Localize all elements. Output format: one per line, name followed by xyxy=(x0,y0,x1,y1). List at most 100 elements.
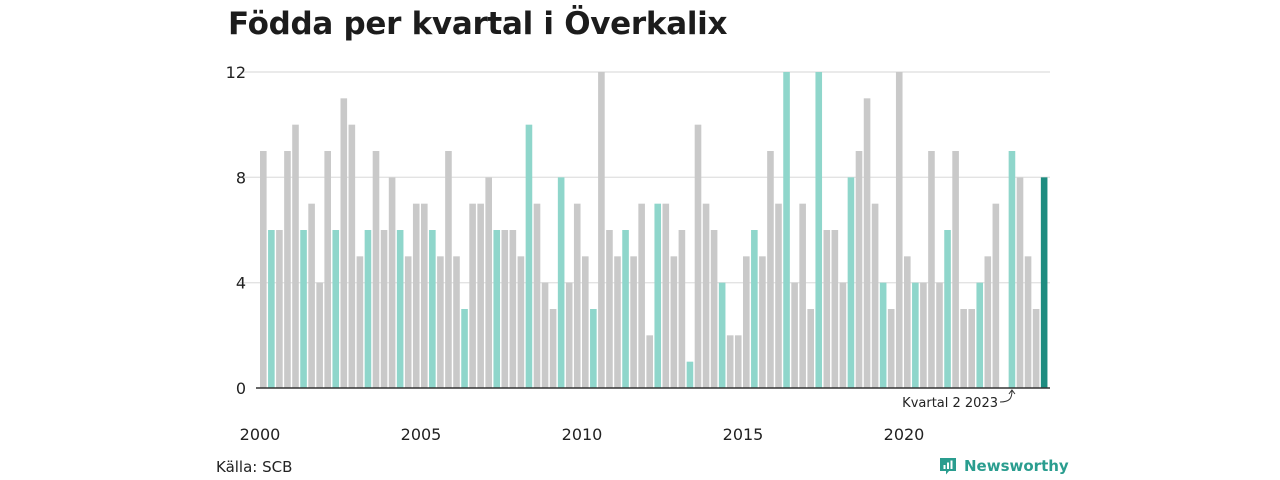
bar xyxy=(380,230,388,388)
bar xyxy=(686,361,694,388)
x-axis-ticks: 2000 2005 2010 2015 2020 xyxy=(240,425,925,444)
bar xyxy=(412,203,420,388)
bar xyxy=(485,177,492,388)
y-tick-label: 12 xyxy=(226,63,246,82)
bar xyxy=(300,230,307,388)
bar xyxy=(743,256,750,388)
bar xyxy=(372,151,380,388)
bar xyxy=(517,256,525,388)
bar xyxy=(831,230,839,388)
bar xyxy=(726,335,734,388)
bar xyxy=(904,256,911,388)
bar xyxy=(783,72,790,388)
bar xyxy=(260,151,267,388)
brand-name: Newsworthy xyxy=(964,457,1069,475)
bar xyxy=(565,282,573,388)
bars xyxy=(260,72,1048,389)
bar xyxy=(952,151,959,388)
bar xyxy=(976,282,984,388)
bar xyxy=(324,151,331,388)
bar xyxy=(670,256,678,388)
newsworthy-icon xyxy=(940,458,956,475)
bar xyxy=(775,203,782,388)
bar xyxy=(461,309,468,388)
bar xyxy=(1040,177,1048,388)
bar xyxy=(863,98,871,388)
bar xyxy=(662,203,670,388)
bar xyxy=(646,335,653,388)
bar xyxy=(1032,309,1040,388)
bar xyxy=(767,151,774,388)
bar xyxy=(541,282,549,388)
y-tick-label: 4 xyxy=(236,274,246,293)
bar xyxy=(469,203,476,388)
bar xyxy=(638,203,645,388)
bar xyxy=(276,230,283,388)
bar xyxy=(791,282,798,388)
annotation-arrow xyxy=(999,389,1016,403)
x-tick-label: 2020 xyxy=(884,425,925,444)
y-axis-ticks: 0 4 8 12 xyxy=(226,63,246,398)
bar xyxy=(364,230,372,388)
bar xyxy=(928,151,935,388)
bar xyxy=(340,98,348,388)
bar xyxy=(445,151,452,388)
bar xyxy=(268,230,275,388)
bar xyxy=(573,203,581,388)
x-tick-label: 2010 xyxy=(562,425,603,444)
bar xyxy=(807,309,814,388)
bar xyxy=(759,256,766,388)
y-tick-label: 0 xyxy=(236,379,246,398)
bar xyxy=(944,230,951,388)
source-label: Källa: SCB xyxy=(216,458,293,476)
x-tick-label: 2015 xyxy=(723,425,764,444)
bar xyxy=(630,256,637,388)
bar xyxy=(936,282,943,388)
bar xyxy=(453,256,460,388)
bar xyxy=(984,256,992,388)
bar xyxy=(590,309,597,388)
bar xyxy=(694,124,702,389)
bar xyxy=(1016,177,1024,388)
bar xyxy=(847,177,855,388)
bar xyxy=(437,256,444,388)
bar xyxy=(421,203,428,388)
bar xyxy=(533,203,541,388)
bar xyxy=(920,282,927,388)
bar xyxy=(895,72,903,388)
bar xyxy=(429,230,436,388)
bar xyxy=(404,256,412,388)
bar xyxy=(606,230,613,388)
bar xyxy=(316,282,323,388)
bar xyxy=(501,230,509,388)
bar xyxy=(348,124,356,389)
bar xyxy=(718,282,726,388)
bar xyxy=(887,309,895,388)
bar xyxy=(1024,256,1032,388)
bar xyxy=(992,203,1000,388)
bar xyxy=(308,203,315,388)
x-tick-label: 2000 xyxy=(240,425,281,444)
bar xyxy=(356,256,364,388)
x-tick-label: 2005 xyxy=(401,425,442,444)
bar xyxy=(557,177,565,388)
bar xyxy=(734,335,742,388)
bar xyxy=(582,256,589,388)
bar xyxy=(1008,151,1016,388)
bar xyxy=(388,177,396,388)
bar xyxy=(823,230,831,388)
bar xyxy=(549,309,557,388)
bar xyxy=(702,203,710,388)
bar xyxy=(525,124,533,389)
bar xyxy=(839,282,847,388)
bar xyxy=(284,151,291,388)
bar xyxy=(332,230,340,388)
bar xyxy=(751,230,758,388)
bar xyxy=(678,230,686,388)
bar xyxy=(710,230,718,388)
annotation-label: Kvartal 2 2023 xyxy=(902,396,998,411)
bar xyxy=(509,230,517,388)
bar xyxy=(871,203,879,388)
bar xyxy=(815,72,823,388)
